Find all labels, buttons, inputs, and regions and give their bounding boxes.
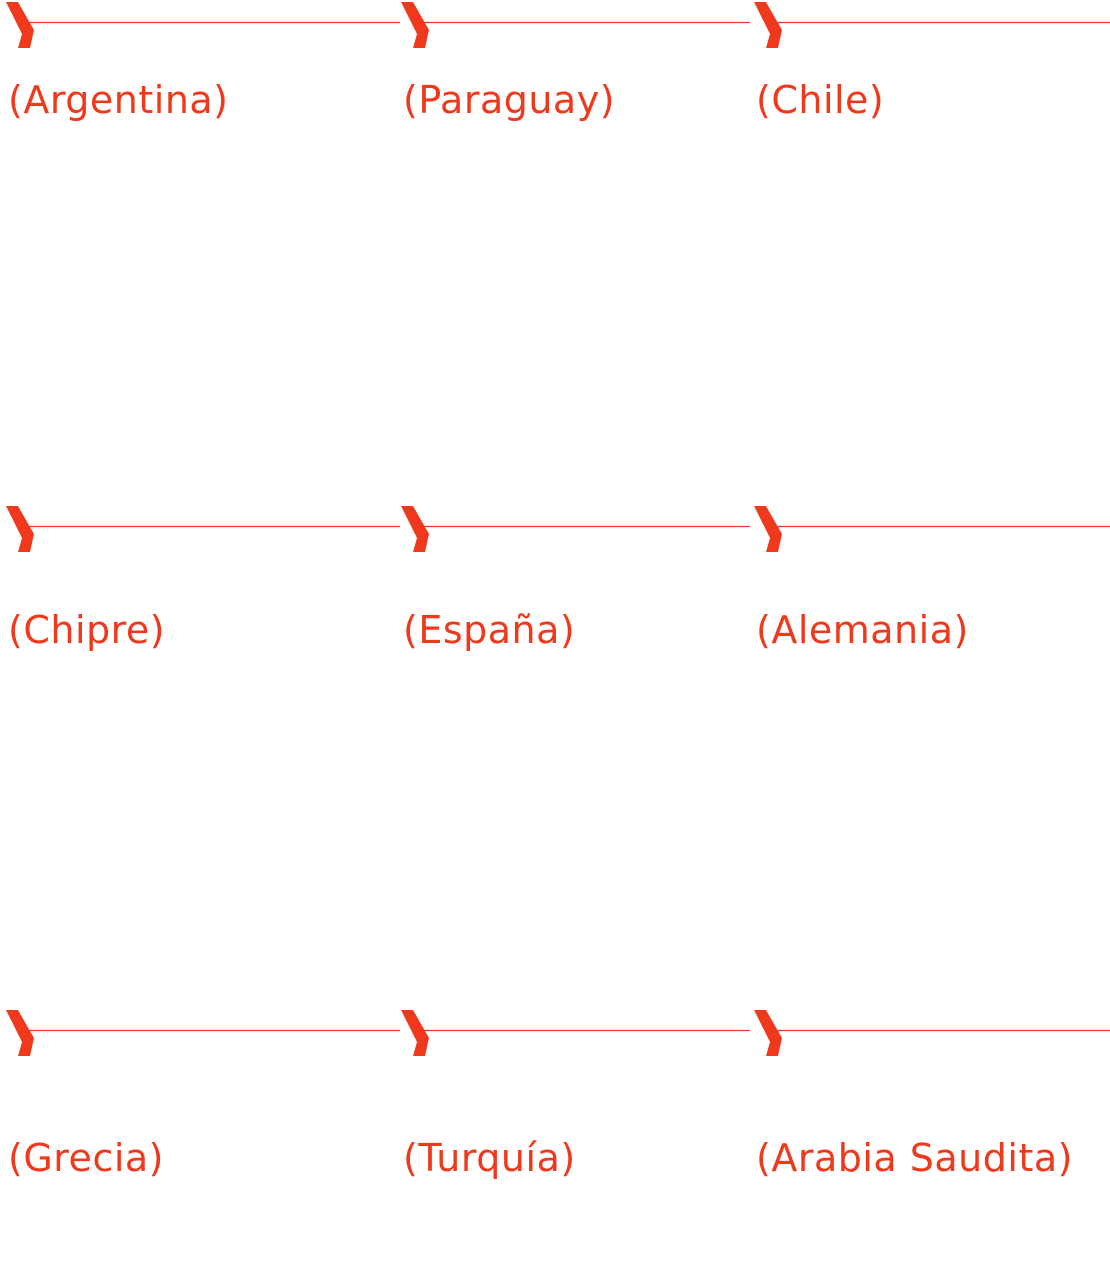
location-label: (Turquía) — [403, 1136, 576, 1180]
location-card: (Alemania) — [748, 504, 1110, 704]
divider — [6, 1010, 400, 1056]
location-card: (Paraguay) — [395, 0, 750, 200]
divider — [6, 2, 400, 48]
location-label: (Arabia Saudita) — [756, 1136, 1073, 1180]
location-card: (Turquía) — [395, 1008, 750, 1208]
location-card: (Argentina) — [0, 0, 400, 200]
location-label: (España) — [403, 608, 576, 652]
location-label: (Paraguay) — [403, 78, 616, 122]
divider — [401, 2, 750, 48]
location-label: (Alemania) — [756, 608, 969, 652]
divider — [401, 1010, 750, 1056]
divider — [401, 506, 750, 552]
divider — [6, 506, 400, 552]
location-card: (Chile) — [748, 0, 1110, 200]
divider — [754, 1010, 1110, 1056]
location-label: (Argentina) — [8, 78, 229, 122]
divider — [754, 506, 1110, 552]
location-label: (Chipre) — [8, 608, 166, 652]
divider — [754, 2, 1110, 48]
location-label: (Grecia) — [8, 1136, 164, 1180]
location-label: (Chile) — [756, 78, 885, 122]
location-card: (Grecia) — [0, 1008, 400, 1208]
location-card: (Arabia Saudita) — [748, 1008, 1110, 1208]
location-card: (Chipre) — [0, 504, 400, 704]
location-card: (España) — [395, 504, 750, 704]
